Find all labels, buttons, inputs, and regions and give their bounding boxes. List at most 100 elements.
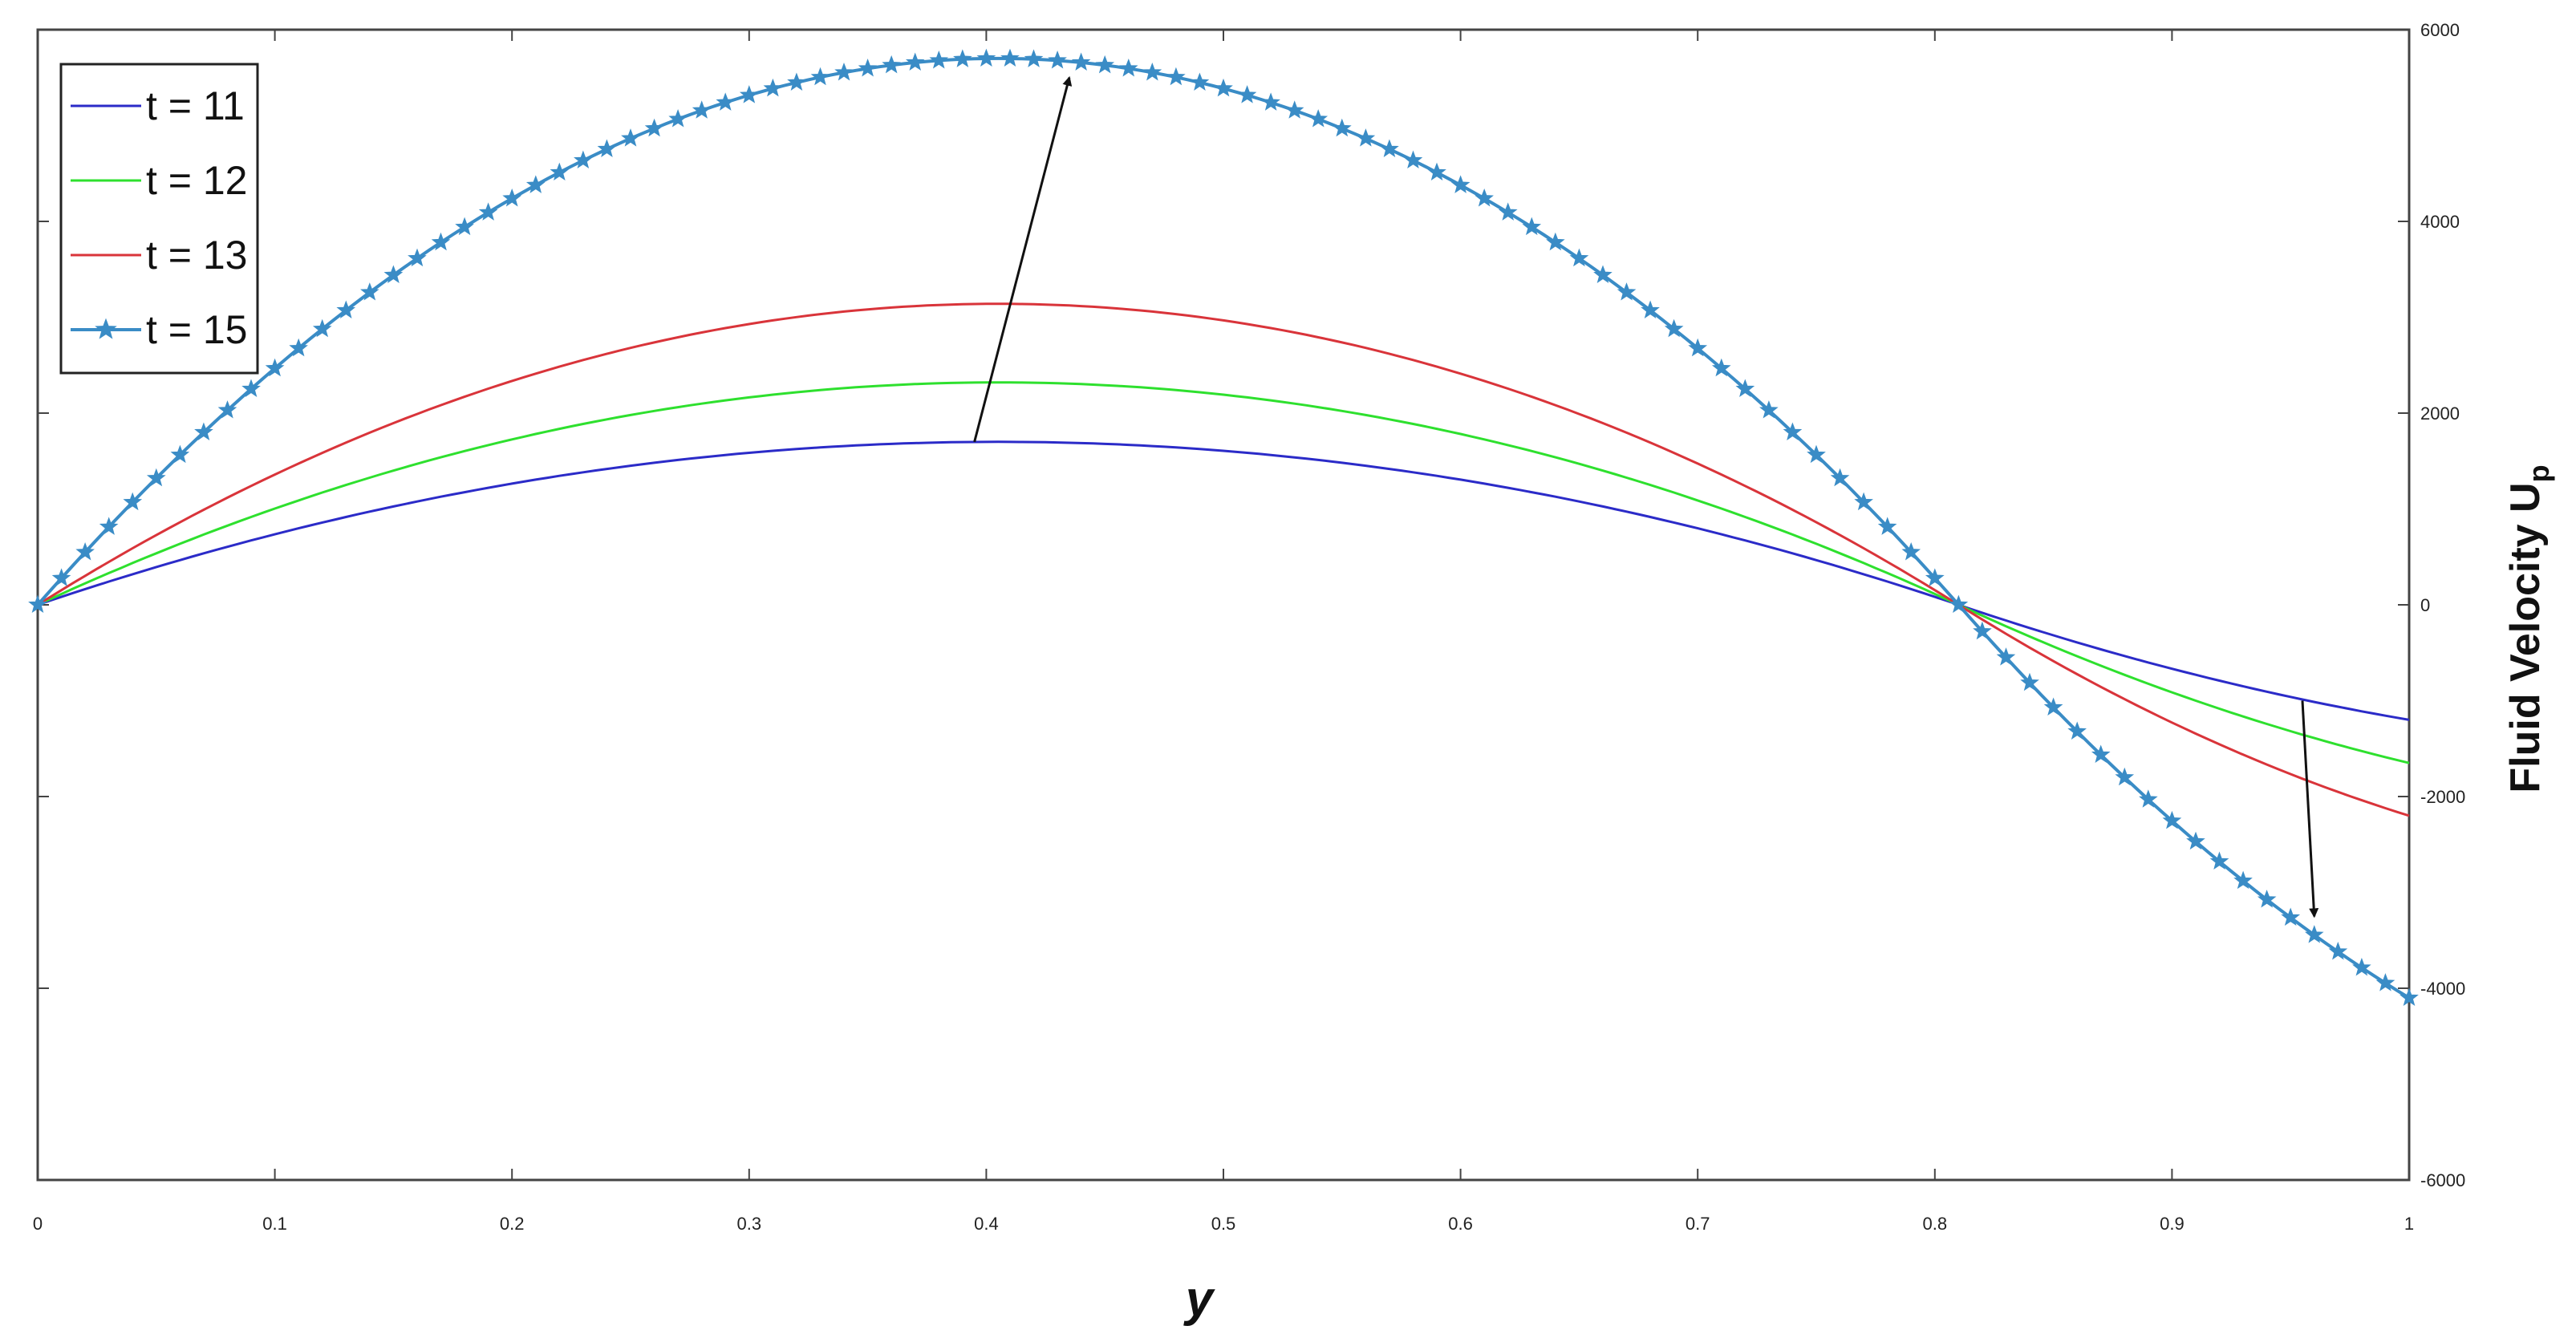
series-marker — [1522, 217, 1542, 236]
annotation-arrow-1 — [973, 75, 1073, 443]
series-marker — [2233, 870, 2253, 890]
series-marker — [1284, 100, 1304, 119]
series-marker — [2281, 907, 2301, 926]
x-tick-label: 0.4 — [974, 1214, 999, 1234]
series-marker — [1024, 49, 1044, 67]
series-marker — [2091, 744, 2111, 763]
series-marker — [146, 468, 166, 487]
series-marker — [692, 100, 712, 119]
y-tick-label: 2000 — [2420, 403, 2460, 424]
series-marker — [336, 300, 356, 318]
series-marker — [1569, 248, 1589, 267]
series-marker — [1475, 188, 1494, 207]
series-marker — [431, 232, 451, 251]
series-marker — [1403, 150, 1423, 169]
series-marker — [1617, 282, 1637, 301]
series-marker — [1735, 379, 1755, 397]
series-marker — [1308, 109, 1329, 128]
series-marker — [1973, 621, 1992, 640]
series-marker — [289, 338, 308, 357]
series-marker — [574, 150, 593, 169]
series-marker — [360, 282, 379, 301]
series-marker — [1593, 265, 1613, 283]
series-marker — [787, 72, 806, 91]
legend: t = 11 t = 12 t = 13 t = 15 — [59, 63, 259, 375]
series-marker — [265, 358, 285, 377]
series-marker — [1000, 48, 1020, 67]
series-marker — [241, 379, 261, 397]
series-marker — [1190, 72, 1210, 91]
series-marker — [1214, 78, 1233, 97]
series-marker — [1450, 175, 1471, 193]
series-marker — [644, 118, 664, 137]
series-layer — [28, 48, 2419, 1006]
legend-marker — [95, 318, 117, 339]
series-marker — [383, 265, 404, 283]
series-marker — [1261, 92, 1280, 111]
series-marker — [2400, 987, 2419, 1006]
series-marker — [1546, 232, 1565, 251]
series-marker — [312, 318, 332, 338]
y-tick-label: 6000 — [2420, 20, 2460, 40]
series-marker — [123, 492, 143, 511]
series-marker — [2352, 957, 2371, 976]
x-tick-label: 0.7 — [1686, 1214, 1710, 1234]
legend-label: t = 11 — [146, 83, 245, 128]
series-marker — [1380, 139, 1399, 157]
series-marker — [1830, 468, 1850, 487]
series-line-2 — [37, 381, 2410, 764]
series-marker — [1048, 50, 1067, 69]
series-line-1 — [37, 440, 2410, 721]
series-marker — [170, 444, 190, 464]
x-tick-label: 0.5 — [1211, 1214, 1236, 1234]
series-marker — [2162, 810, 2182, 829]
series-line-3 — [37, 302, 2410, 817]
series-marker — [1783, 422, 1803, 440]
series-marker — [1071, 52, 1091, 71]
svg-text:Fluid Velocity Up: Fluid Velocity Up — [2502, 464, 2555, 793]
series-marker — [99, 517, 119, 535]
series-marker — [1664, 318, 1684, 338]
series-marker — [1901, 541, 1921, 561]
series-marker — [1854, 492, 1873, 511]
series-marker — [810, 67, 830, 86]
series-marker — [550, 162, 570, 181]
series-marker — [1949, 594, 1969, 614]
x-axis-title: y — [1183, 1271, 1216, 1327]
legend-box — [59, 63, 259, 375]
series-marker — [668, 109, 688, 128]
series-marker — [75, 541, 95, 561]
x-tick-label: 0.9 — [2160, 1214, 2185, 1234]
series-marker — [1166, 67, 1186, 86]
series-marker — [2067, 721, 2087, 740]
x-tick-label: 0 — [33, 1214, 43, 1234]
legend-label: t = 12 — [146, 158, 248, 203]
annotations — [973, 75, 2319, 918]
series-marker — [1641, 300, 1660, 318]
plot-area — [36, 28, 2411, 1182]
series-marker — [1711, 358, 1731, 377]
y-tick-label: 4000 — [2420, 212, 2460, 232]
series-marker — [2043, 697, 2063, 716]
series-marker — [621, 128, 640, 147]
series-marker — [1759, 400, 1779, 419]
y-axis-title-main: Fluid Velocity U — [2502, 482, 2549, 793]
series-marker — [2257, 890, 2277, 908]
series-marker — [1877, 517, 1897, 535]
annotation-arrow-2 — [2301, 700, 2319, 918]
y-axis-title-subscript: p — [2522, 464, 2555, 482]
series-marker — [882, 55, 901, 74]
series-marker — [1688, 338, 1708, 357]
series-marker — [1996, 647, 2016, 666]
y-tick-label: -4000 — [2420, 979, 2465, 999]
series-marker — [1427, 162, 1446, 181]
series-marker — [1356, 128, 1376, 147]
series-marker — [953, 49, 972, 67]
x-tick-label: 0.2 — [500, 1214, 525, 1234]
y-axis-ticks: -6000 -4000 -2000 0 2000 4000 6000 — [38, 20, 2465, 1190]
series-marker — [2020, 672, 2039, 691]
series-marker — [478, 202, 498, 221]
series-marker — [51, 568, 71, 586]
series-marker — [28, 594, 47, 614]
series-marker — [1095, 55, 1115, 74]
